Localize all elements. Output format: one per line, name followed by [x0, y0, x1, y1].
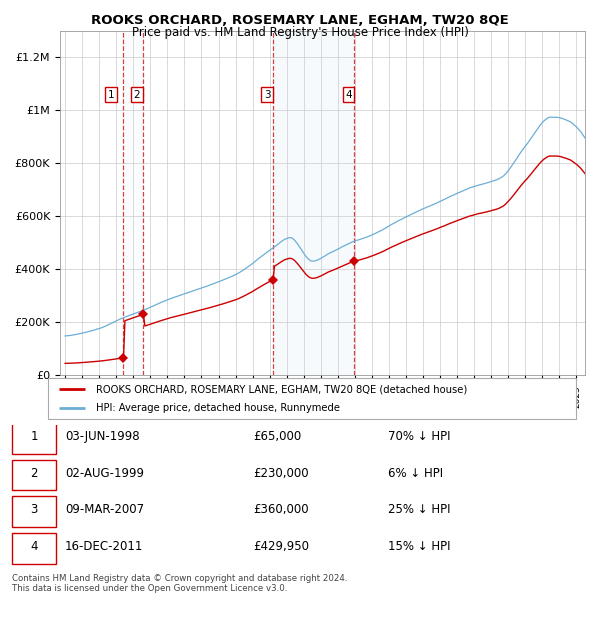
Bar [577, 31, 585, 375]
Bar [273, 31, 354, 375]
Text: 02-AUG-1999: 02-AUG-1999 [65, 467, 144, 480]
Text: 03-JUN-1998: 03-JUN-1998 [65, 430, 139, 443]
Text: £230,000: £230,000 [253, 467, 308, 480]
Text: £360,000: £360,000 [253, 503, 308, 516]
FancyBboxPatch shape [12, 423, 56, 454]
Text: 4: 4 [345, 89, 352, 100]
Text: Contains HM Land Registry data © Crown copyright and database right 2024.
This d: Contains HM Land Registry data © Crown c… [12, 574, 347, 593]
Text: 6% ↓ HPI: 6% ↓ HPI [388, 467, 443, 480]
Text: 2: 2 [133, 89, 140, 100]
Text: 1: 1 [108, 89, 115, 100]
Text: 3: 3 [264, 89, 271, 100]
Text: Price paid vs. HM Land Registry's House Price Index (HPI): Price paid vs. HM Land Registry's House … [131, 26, 469, 39]
Text: £65,000: £65,000 [253, 430, 301, 443]
Text: 3: 3 [30, 503, 38, 516]
Text: 25% ↓ HPI: 25% ↓ HPI [388, 503, 451, 516]
FancyBboxPatch shape [12, 533, 56, 564]
Bar [124, 31, 143, 375]
Text: 4: 4 [30, 540, 38, 553]
Text: HPI: Average price, detached house, Runnymede: HPI: Average price, detached house, Runn… [95, 404, 340, 414]
FancyBboxPatch shape [12, 459, 56, 490]
Text: ROOKS ORCHARD, ROSEMARY LANE, EGHAM, TW20 8QE (detached house): ROOKS ORCHARD, ROSEMARY LANE, EGHAM, TW2… [95, 384, 467, 394]
Text: 15% ↓ HPI: 15% ↓ HPI [388, 540, 451, 553]
Text: 70% ↓ HPI: 70% ↓ HPI [388, 430, 451, 443]
Text: ROOKS ORCHARD, ROSEMARY LANE, EGHAM, TW20 8QE: ROOKS ORCHARD, ROSEMARY LANE, EGHAM, TW2… [91, 14, 509, 27]
Text: 16-DEC-2011: 16-DEC-2011 [65, 540, 143, 553]
FancyBboxPatch shape [12, 496, 56, 527]
Text: 2: 2 [30, 467, 38, 480]
Text: 09-MAR-2007: 09-MAR-2007 [65, 503, 144, 516]
Text: 1: 1 [30, 430, 38, 443]
FancyBboxPatch shape [48, 378, 576, 418]
Text: £429,950: £429,950 [253, 540, 309, 553]
